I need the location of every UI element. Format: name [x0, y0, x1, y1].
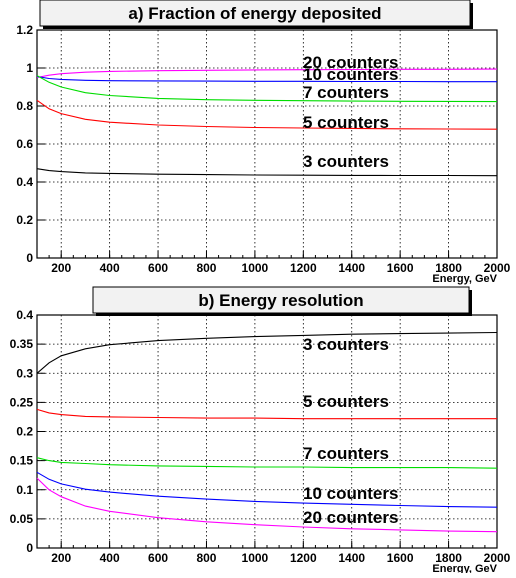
y-tick-label: 0.6: [16, 137, 33, 151]
series-label: 10 counters: [303, 65, 398, 84]
x-tick-label: 1800: [435, 261, 462, 275]
y-tick-label: 0.25: [10, 395, 34, 409]
x-tick-label: 1200: [290, 261, 317, 275]
series-line-7-counters: [36, 457, 498, 469]
x-tick-label: 1600: [387, 261, 414, 275]
x-axis-label: Energy, GeV: [432, 273, 497, 285]
series-line-5-counters: [36, 408, 497, 420]
x-tick-label: 600: [148, 551, 168, 565]
chart-title: b) Energy resolution: [198, 291, 363, 310]
series-label: 20 counters: [303, 508, 398, 527]
x-tick-label: 2000: [484, 261, 511, 275]
x-tick-label: 600: [148, 261, 168, 275]
series-label: 3 counters: [303, 152, 389, 171]
x-tick-label: 1400: [338, 551, 365, 565]
series-line-10-counters: [36, 76, 497, 83]
y-tick-label: 0.1: [16, 483, 33, 497]
series-label: 3 counters: [303, 335, 389, 354]
series-label: 7 counters: [303, 83, 389, 102]
title-box: [92, 286, 470, 314]
x-tick-label: 200: [51, 261, 71, 275]
title-box: [39, 0, 471, 27]
series-line-5-counters: [36, 99, 498, 130]
chart-panel-b: 200 400 600 800 1000 1200 1400 1600 1800 2000 0 0.0…: [10, 286, 511, 575]
series-line-3-counters: [36, 331, 498, 374]
series-label: 7 counters: [303, 444, 389, 463]
y-tick-label: 0: [26, 541, 33, 555]
chart-title: a) Fraction of energy deposited: [128, 4, 381, 23]
x-tick-label: 400: [100, 261, 120, 275]
x-tick-label: 1000: [242, 551, 269, 565]
y-tick-label: 0.15: [10, 454, 34, 468]
y-tick-label: 0.2: [16, 425, 33, 439]
x-tick-label: 2000: [484, 551, 511, 565]
x-tick-label: 200: [51, 551, 71, 565]
series-line-20-counters: [36, 68, 498, 79]
x-tick-label: 1800: [435, 551, 462, 565]
x-axis-label: Energy, GeV: [432, 563, 497, 573]
y-tick-label: 0.05: [10, 512, 34, 526]
y-tick-label: 0.4: [16, 308, 33, 322]
y-tick-label: 0.35: [10, 337, 34, 351]
x-tick-label: 1200: [290, 551, 317, 565]
series-label: 20 counters: [303, 53, 398, 72]
y-tick-label: 1.2: [16, 23, 33, 37]
series-line-7-counters: [36, 75, 498, 103]
x-tick-label: 800: [196, 551, 216, 565]
y-tick-label: 1: [26, 61, 33, 75]
series-label: 10 counters: [303, 484, 398, 503]
y-tick-label: 0.8: [16, 99, 33, 113]
y-tick-label: 0.4: [16, 175, 33, 189]
y-tick-label: 0: [26, 251, 33, 265]
y-tick-label: 0.2: [16, 213, 33, 227]
series-label: 5 counters: [303, 392, 389, 411]
x-tick-label: 1400: [338, 261, 365, 275]
x-tick-label: 800: [196, 261, 216, 275]
series-line-3-counters: [36, 168, 498, 177]
y-tick-label: 0.3: [16, 366, 33, 380]
x-tick-label: 400: [100, 551, 120, 565]
x-tick-label: 1600: [387, 551, 414, 565]
series-line-10-counters: [36, 471, 498, 508]
x-tick-label: 1000: [242, 261, 269, 275]
series-line-20-counters: [36, 477, 498, 533]
chart-panel-a: 200 400 600 800 1000 1200 1400 1600 1800 2000 0 0.2…: [16, 0, 511, 285]
series-label: 5 counters: [303, 113, 389, 132]
